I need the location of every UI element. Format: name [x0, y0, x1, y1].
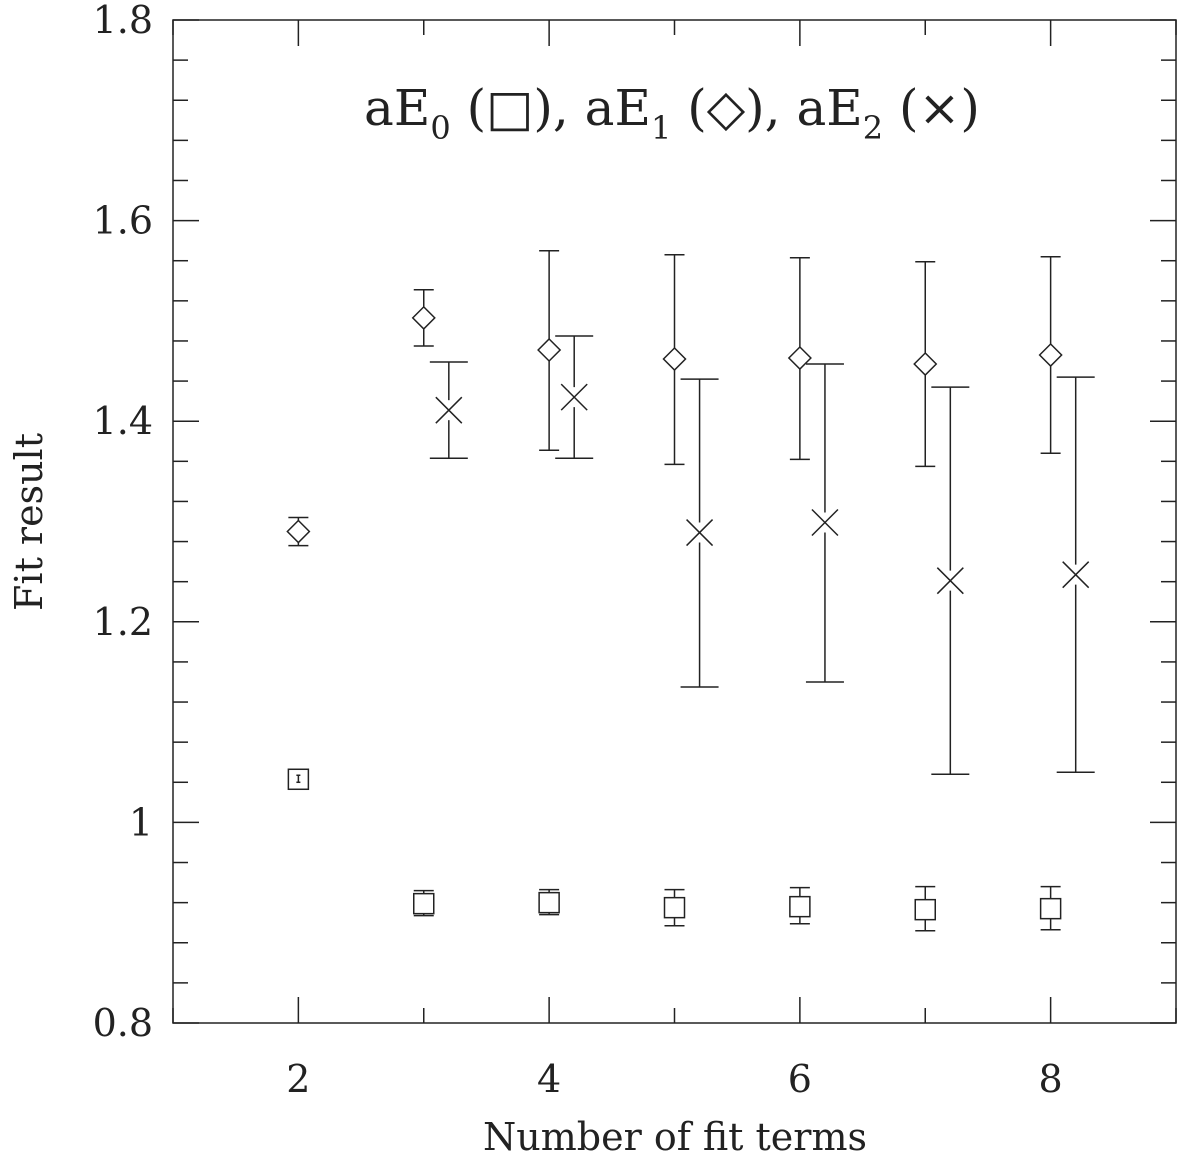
square-marker: [663, 896, 686, 919]
diamond-marker: [537, 337, 562, 363]
square-marker: [413, 892, 435, 915]
title-subscript: 0: [430, 109, 450, 147]
x-tick-label: 2: [286, 1057, 310, 1101]
diamond-marker: [286, 519, 311, 544]
diamond-marker: [913, 351, 938, 377]
axis-ticks: [172, 19, 1177, 1024]
y-tick-label: 1.8: [93, 0, 153, 42]
square-marker: [1039, 897, 1062, 920]
y-axis-title: Fit result: [7, 433, 51, 611]
diamond-marker: [1038, 342, 1063, 368]
title-text: (◇), aE: [671, 79, 862, 137]
plot-frame: [172, 19, 1177, 1024]
y-tick-label: 0.8: [93, 1001, 153, 1045]
title-subscript: 1: [651, 109, 671, 147]
x-axis-title: Number of fit terms: [483, 1115, 867, 1159]
title-subscript: 2: [863, 109, 883, 147]
series-aE2: [429, 335, 1095, 776]
axis-tick-labels: 2 4 6 8 0.8 1 1.2 1.4 1.6 1.8: [93, 0, 1063, 1101]
cross-marker: [560, 383, 588, 411]
y-tick-label: 1.2: [93, 600, 153, 644]
chart-title: aE0 (□), aE1 (◇), aE2 (×): [364, 79, 980, 147]
square-marker: [287, 768, 310, 791]
cross-marker: [435, 396, 463, 424]
square-marker: [789, 895, 811, 918]
diamond-marker: [787, 345, 812, 371]
cross-marker: [936, 567, 964, 595]
data-marks: [286, 249, 1095, 932]
series-aE1: [286, 249, 1063, 547]
y-tick-label: 1.4: [93, 399, 153, 443]
square-marker: [538, 891, 560, 914]
series-aE0: [287, 768, 1062, 932]
diamond-marker: [662, 346, 687, 372]
x-tick-label: 8: [1039, 1057, 1063, 1101]
title-text: (□), aE: [451, 79, 651, 137]
diamond-marker: [411, 305, 436, 330]
title-text: (×): [883, 79, 980, 137]
y-tick-label: 1.6: [93, 199, 153, 243]
title-text: aE: [364, 79, 430, 137]
y-tick-label: 1: [129, 800, 153, 844]
square-marker: [914, 898, 936, 921]
cross-marker: [811, 508, 839, 537]
cross-marker: [1062, 561, 1090, 589]
x-tick-label: 6: [788, 1057, 812, 1101]
x-tick-label: 4: [537, 1057, 561, 1101]
cross-marker: [686, 519, 714, 547]
